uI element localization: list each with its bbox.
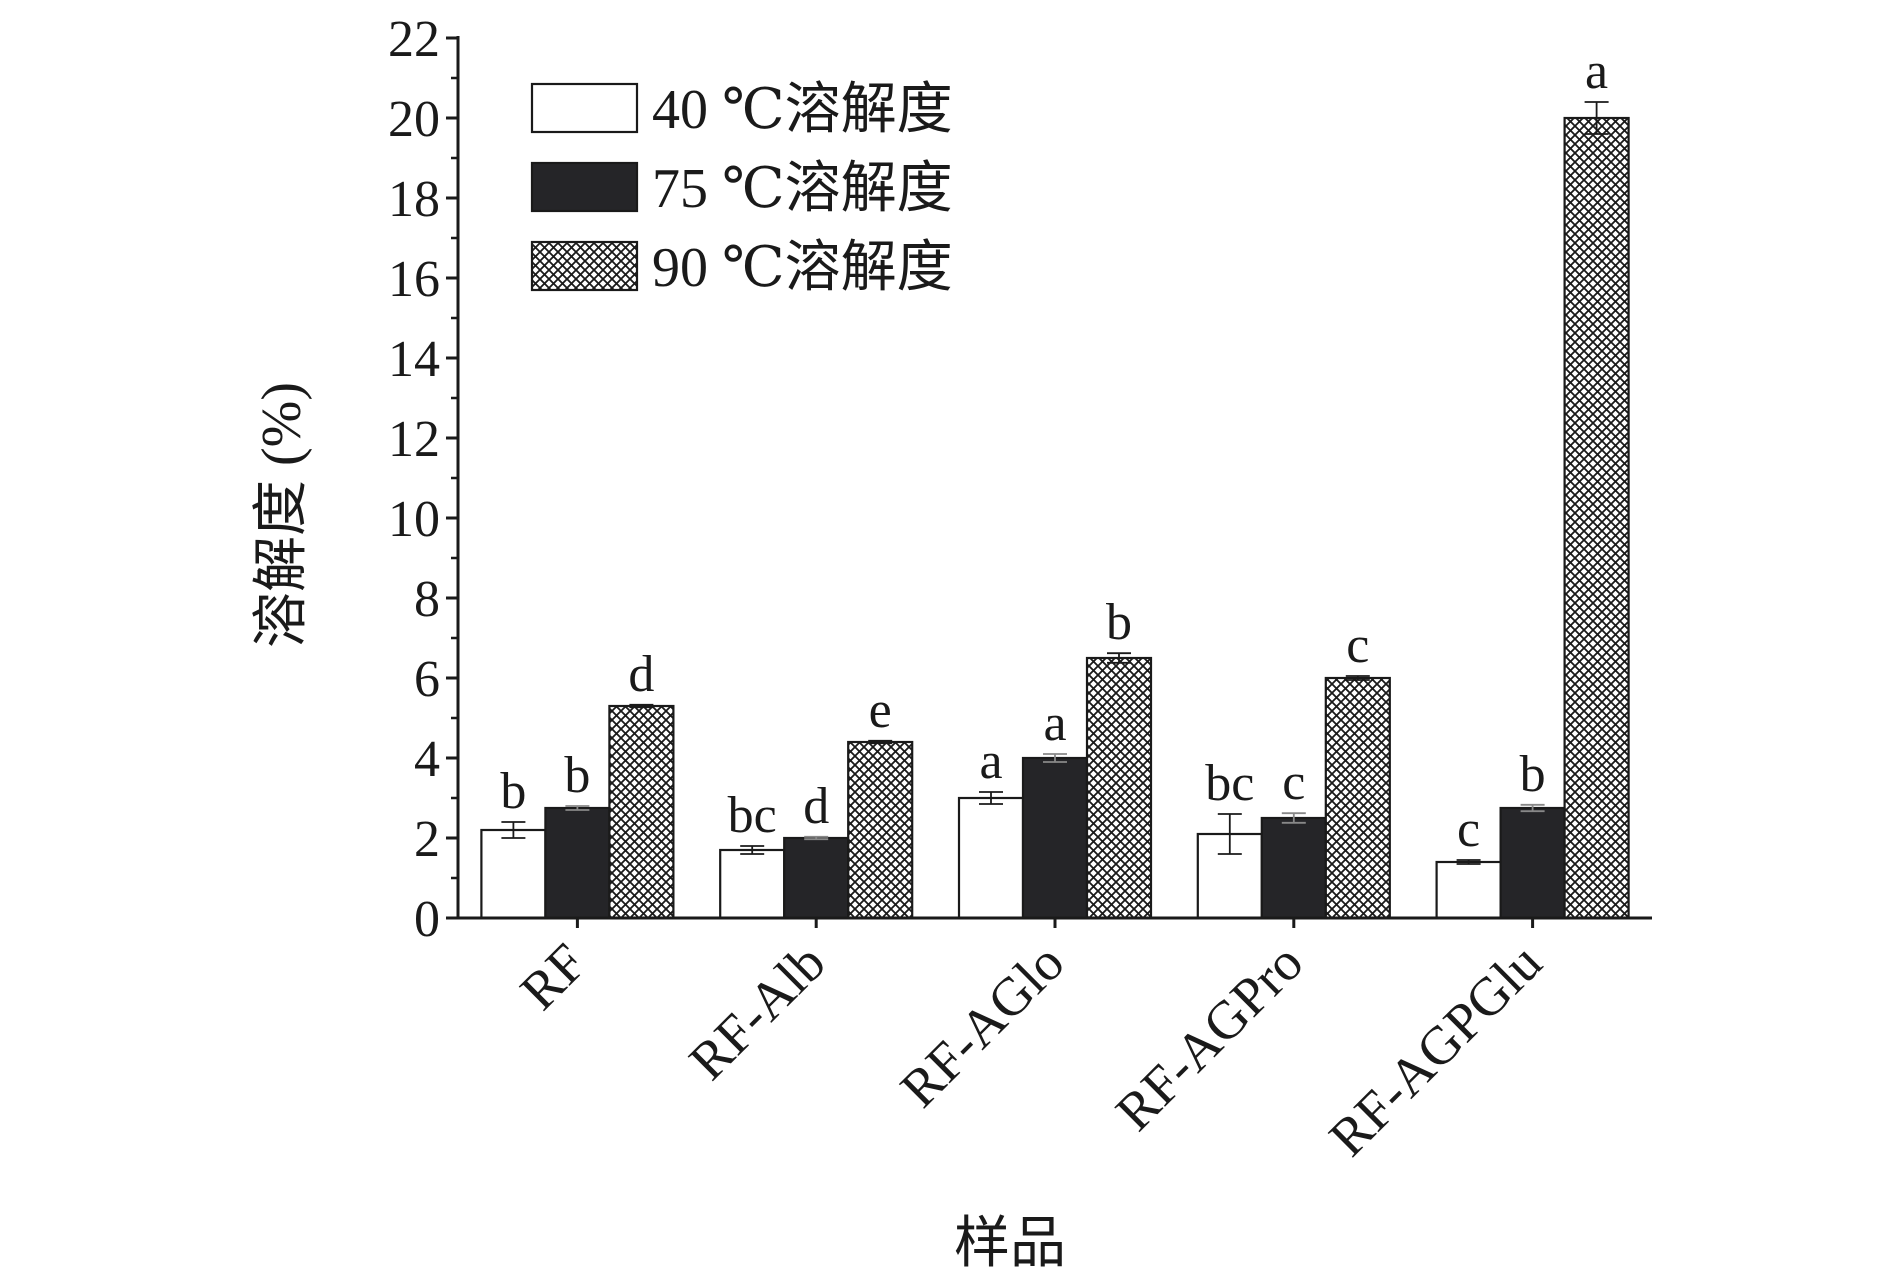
y-tick-label: 0 [414, 891, 440, 948]
bar [1260, 816, 1327, 920]
y-tick-label: 18 [388, 171, 440, 228]
y-tick-label: 22 [388, 11, 440, 68]
bar [608, 704, 675, 920]
legend-swatch [530, 82, 639, 134]
legend-swatch [530, 161, 639, 213]
bar [480, 828, 547, 920]
bar [783, 836, 850, 920]
y-tick-label: 8 [414, 571, 440, 628]
significance-letter: b [1106, 594, 1132, 651]
y-axis-ticks: 0 2 4 6 8 10 12 14 16 18 20 22 [388, 11, 458, 948]
legend: 40 ℃溶解度 75 ℃溶解度 90 ℃溶解度 [530, 79, 953, 299]
y-tick-label: 16 [388, 251, 440, 308]
x-axis-tick-labels: RF RF-Alb RF-AGlo RF-AGPro RF-AGPGlu [509, 918, 1553, 1168]
x-tick-label: RF [509, 932, 598, 1021]
significance-letter: bc [728, 787, 777, 844]
y-tick-label: 6 [414, 651, 440, 708]
bar [957, 796, 1025, 920]
x-tick-label: RF-Alb [678, 932, 837, 1091]
significance-letter: b [564, 747, 590, 804]
x-tick-label: RF-AGPGlu [1318, 932, 1554, 1168]
bar [1324, 676, 1391, 920]
y-tick-label: 20 [388, 91, 440, 148]
bar [544, 806, 611, 920]
y-tick-label: 10 [388, 491, 440, 548]
y-tick-label: 2 [414, 811, 440, 868]
x-tick-label: RF-AGPro [1104, 932, 1314, 1142]
bar [719, 848, 786, 920]
bar [1435, 860, 1502, 920]
bar [1563, 116, 1630, 920]
legend-swatch [530, 240, 639, 292]
significance-letter: c [1457, 801, 1480, 858]
significance-letter: a [1585, 43, 1608, 100]
significance-letter: c [1346, 617, 1369, 674]
y-tick-label: 12 [388, 411, 440, 468]
bar [1085, 656, 1153, 920]
y-axis-title: 溶解度 (%) [251, 382, 313, 648]
significance-letter: e [869, 682, 892, 739]
legend-entry: 75 ℃溶解度 [652, 158, 953, 220]
bar [1021, 756, 1089, 920]
x-axis-title: 样品 [954, 1213, 1066, 1275]
x-tick-label: RF-AGlo [889, 932, 1076, 1119]
significance-letter: b [1520, 746, 1546, 803]
y-tick-label: 4 [414, 731, 440, 788]
bar [847, 740, 914, 920]
significance-letter: a [1043, 695, 1066, 752]
bar [1499, 806, 1566, 920]
legend-entry: 40 ℃溶解度 [652, 79, 953, 141]
significance-letter: d [803, 778, 829, 835]
legend-entry: 90 ℃溶解度 [652, 237, 953, 299]
y-tick-label: 14 [388, 331, 440, 388]
significance-letter: d [628, 646, 654, 703]
significance-letter: c [1282, 754, 1305, 811]
significance-letter: a [979, 733, 1002, 790]
significance-letter: b [500, 763, 526, 820]
significance-letter: bc [1205, 755, 1254, 812]
